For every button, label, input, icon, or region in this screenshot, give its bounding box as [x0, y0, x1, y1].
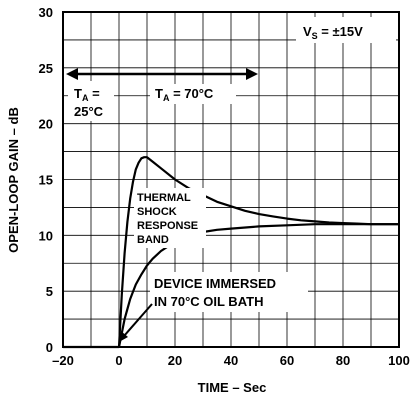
ta-right-box: [150, 84, 236, 104]
band-label-line2: SHOCK: [137, 206, 177, 218]
y-tick-label: 25: [39, 61, 53, 76]
vs-label: VS = ±15V: [303, 24, 363, 41]
device-label-line1: DEVICE IMMERSED: [154, 276, 276, 291]
x-tick-label: 60: [280, 353, 294, 368]
y-tick-label: 15: [39, 173, 53, 188]
y-tick-label: 20: [39, 117, 53, 132]
x-tick-label: –20: [52, 353, 74, 368]
y-tick-label: 30: [39, 5, 53, 20]
plot-frame: [62, 11, 400, 348]
y-axis-title: OPEN-LOOP GAIN – dB: [6, 107, 21, 253]
vs-label-box: [296, 17, 396, 43]
ta-right-label: TA = 70°C: [155, 86, 214, 103]
ta-left-label: TA =: [74, 86, 100, 103]
band-label-line4: BAND: [137, 234, 169, 246]
device-label-box: [150, 272, 308, 312]
band-label-box: [134, 188, 206, 248]
band-label-line3: RESPONSE: [137, 220, 198, 232]
y-tick-label: 10: [39, 228, 53, 243]
series-upper-curve: [63, 156, 399, 349]
ta-range-arrow: [66, 68, 258, 80]
band-label-line1: THERMAL: [137, 192, 191, 204]
y-tick-label: 5: [46, 284, 53, 299]
x-axis-title: TIME – Sec: [198, 380, 267, 395]
ta-left-value: 25°C: [74, 104, 104, 119]
x-tick-label: 100: [388, 353, 410, 368]
x-tick-label: 80: [336, 353, 350, 368]
y-tick-label: 0: [46, 340, 53, 355]
x-tick-label: 20: [168, 353, 182, 368]
device-label-line2: IN 70°C OIL BATH: [154, 294, 263, 309]
ta-left-box: [68, 81, 114, 121]
x-tick-label: 40: [224, 353, 238, 368]
device-pointer-arrow: [119, 303, 153, 342]
x-tick-label: 0: [115, 353, 122, 368]
